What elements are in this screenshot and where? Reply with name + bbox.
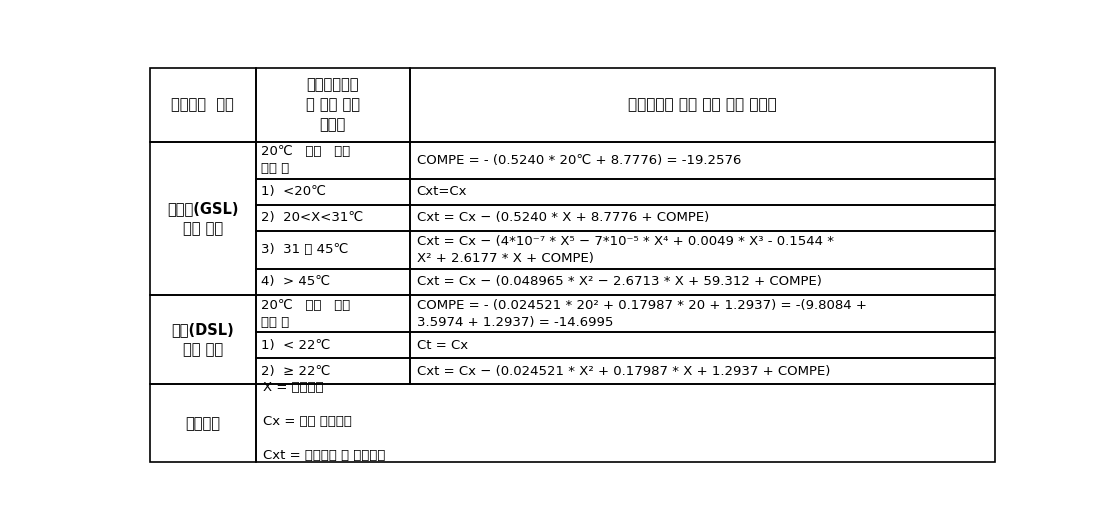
Text: 2)  20<X<31℃: 2) 20<X<31℃	[261, 212, 363, 224]
Bar	[410, 231, 995, 269]
Text: Cxt = Cx − (0.024521 * X² + 0.17987 * X + 1.2937 + COMPE): Cxt = Cx − (0.024521 * X² + 0.17987 * X …	[417, 365, 830, 378]
Text: 정전용량에 대한 온도 보상 방정식: 정전용량에 대한 온도 보상 방정식	[628, 97, 776, 112]
Bar	[410, 358, 995, 384]
Text: 20℃   적용   온도
보상 값: 20℃ 적용 온도 보상 값	[261, 299, 350, 329]
Text: 1)  <20℃: 1) <20℃	[261, 185, 326, 198]
Text: Cxt = Cx − (0.048965 * X² − 2.6713 * X + 59.312 + COMPE): Cxt = Cx − (0.048965 * X² − 2.6713 * X +…	[417, 276, 821, 288]
Bar	[410, 205, 995, 231]
Text: 디젤(DSL)
엔진 오일: 디젤(DSL) 엔진 오일	[171, 322, 235, 357]
Text: 20℃   적용   온도
보상 값: 20℃ 적용 온도 보상 값	[261, 145, 350, 175]
Text: 참고사항: 참고사항	[185, 416, 220, 431]
Text: 3)  31 ～ 45℃: 3) 31 ～ 45℃	[261, 244, 349, 256]
Text: 4)  > 45℃: 4) > 45℃	[261, 276, 330, 288]
Text: 엔진오일  종류: 엔진오일 종류	[171, 97, 235, 112]
Bar	[410, 295, 995, 332]
Text: COMPE = - (0.5240 * 20℃ + 8.7776) = -19.2576: COMPE = - (0.5240 * 20℃ + 8.7776) = -19.…	[417, 154, 741, 166]
Text: COMPE = - (0.024521 * 20² + 0.17987 * 20 + 1.2937) = -(9.8084 +
3.5974 + 1.2937): COMPE = - (0.024521 * 20² + 0.17987 * 20…	[417, 299, 867, 329]
Text: 2)  ≥ 22℃: 2) ≥ 22℃	[261, 365, 331, 378]
Bar	[256, 142, 410, 178]
Bar	[256, 295, 410, 332]
Bar	[150, 68, 256, 142]
Text: Ct = Cx: Ct = Cx	[417, 339, 468, 352]
Bar	[256, 205, 410, 231]
Text: Cxt=Cx: Cxt=Cx	[417, 185, 467, 198]
Bar	[150, 384, 256, 463]
Bar	[256, 358, 410, 384]
Text: 1)  < 22℃: 1) < 22℃	[261, 339, 331, 352]
Text: 가솔린(GSL)
엔진 오일: 가솔린(GSL) 엔진 오일	[168, 201, 239, 236]
Bar	[256, 178, 410, 205]
Bar	[256, 332, 410, 358]
Bar	[410, 178, 995, 205]
Text: X = 측정온도

Cx = 측정 정전용량

Cxt = 온도보상 후 정전용량: X = 측정온도 Cx = 측정 정전용량 Cxt = 온도보상 후 정전용량	[262, 381, 385, 462]
Bar	[410, 269, 995, 295]
Text: Cxt = Cx − (4*10⁻⁷ * X⁵ − 7*10⁻⁵ * X⁴ + 0.0049 * X³ - 0.1544 *
X² + 2.6177 * X +: Cxt = Cx − (4*10⁻⁷ * X⁵ − 7*10⁻⁵ * X⁴ + …	[417, 235, 833, 265]
Bar	[410, 68, 995, 142]
Bar	[256, 269, 410, 295]
Text: 적용온도범위
및 기준 온도
보상값: 적용온도범위 및 기준 온도 보상값	[306, 77, 360, 132]
Bar	[256, 384, 995, 463]
Bar	[256, 231, 410, 269]
Bar	[410, 332, 995, 358]
Bar	[150, 142, 256, 295]
Text: Cxt = Cx − (0.5240 * X + 8.7776 + COMPE): Cxt = Cx − (0.5240 * X + 8.7776 + COMPE)	[417, 212, 709, 224]
Bar	[150, 295, 256, 384]
Bar	[256, 68, 410, 142]
Bar	[410, 142, 995, 178]
